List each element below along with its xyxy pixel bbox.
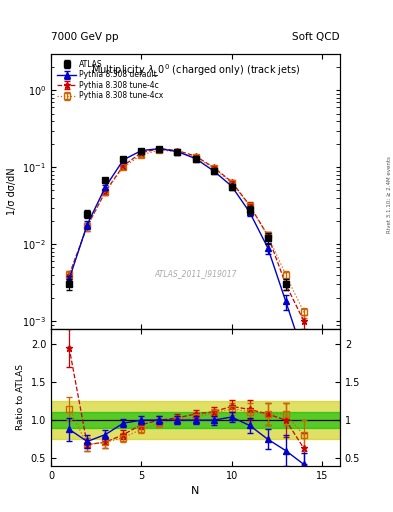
Text: ATLAS_2011_I919017: ATLAS_2011_I919017 xyxy=(154,269,237,278)
Text: Rivet 3.1.10; ≥ 2.4M events: Rivet 3.1.10; ≥ 2.4M events xyxy=(387,156,392,233)
Text: Multiplicity $\lambda\_0^0$ (charged only) (track jets): Multiplicity $\lambda\_0^0$ (charged onl… xyxy=(91,62,300,79)
Bar xyxy=(51,413,340,428)
Y-axis label: 1/σ dσ/dN: 1/σ dσ/dN xyxy=(7,167,17,215)
Legend: ATLAS, Pythia 8.308 default, Pythia 8.308 tune-4c, Pythia 8.308 tune-4cx: ATLAS, Pythia 8.308 default, Pythia 8.30… xyxy=(55,57,166,103)
Bar xyxy=(51,401,340,439)
X-axis label: N: N xyxy=(191,486,200,496)
Y-axis label: Ratio to ATLAS: Ratio to ATLAS xyxy=(16,364,25,430)
Text: 7000 GeV pp: 7000 GeV pp xyxy=(51,32,119,42)
Text: Soft QCD: Soft QCD xyxy=(292,32,340,42)
